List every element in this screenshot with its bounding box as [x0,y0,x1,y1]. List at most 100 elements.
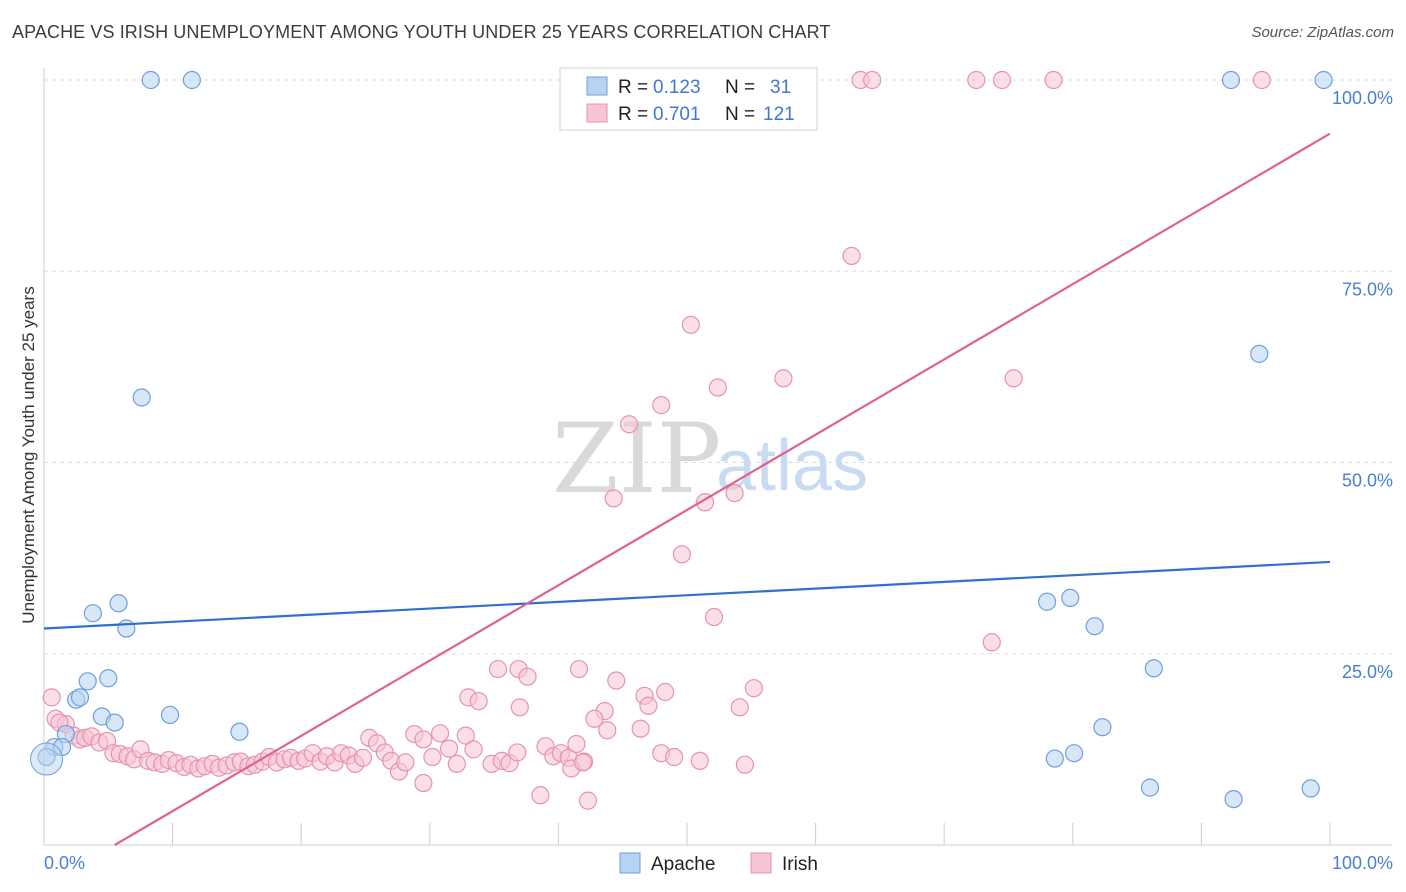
apache-point-3 [1314,70,1333,90]
irish-point-112 [573,753,592,772]
irish-point-91 [414,730,433,749]
irish-point-110 [531,786,550,805]
irish-point-38 [42,688,61,707]
irish-point-27 [607,671,626,690]
gridlines [44,79,1392,655]
apache-point-9 [1037,592,1057,611]
legend-swatch-apache [586,76,608,96]
irish-point-5 [863,70,882,90]
irish-point-15 [652,396,671,415]
irish-point-115 [665,747,684,767]
bottom-legend: Apache Irish [619,852,818,875]
apache-point-6 [83,604,102,623]
apache-point-25 [1093,718,1112,737]
apache-point-26 [1064,744,1084,763]
apache-point-28 [1140,778,1160,797]
trendlines [43,132,1331,846]
apache-point-19 [230,722,249,741]
apache-trendline [43,560,1331,630]
apache-point-1 [182,70,201,90]
irish-point-11 [681,315,700,334]
irish-point-12 [708,378,727,397]
apache-cluster-bubble [30,742,64,776]
irish-point-20 [672,545,691,564]
bottom-legend-swatch-irish [750,852,772,874]
irish-point-102 [508,743,527,762]
apache-point-12 [78,672,97,691]
y-axis-label: Unemployment Among Youth under 25 years [19,286,38,623]
apache-point-30 [1301,779,1320,798]
irish-point-19 [725,484,744,503]
irish-point-13 [774,369,793,388]
irish-point-32 [510,698,529,717]
x-tick-label-min: 0.0% [44,853,85,873]
legend-n-label-apache: N = [725,77,755,98]
irish-point-96 [456,726,475,745]
irish-point-26 [569,659,589,679]
apache-point-29 [1224,789,1243,809]
legend-box: R = 0.123 N = 31 R = 0.701 N = 121 [559,67,818,131]
apache-point-17 [105,713,124,732]
irish-point-97 [464,740,483,759]
irish-point-22 [982,633,1001,652]
irish-point-29 [744,679,763,698]
irish-point-94 [439,739,459,758]
irish-point-83 [353,748,373,767]
irish-point-23 [488,659,508,679]
apache-point-7 [109,594,128,613]
irish-point-117 [735,755,754,774]
irish-point-95 [447,754,466,774]
apache-point-2 [1221,70,1241,90]
tick-labels: 25.0% 50.0% 75.0% 100.0% 0.0% 100.0% [44,88,1393,873]
apache-point-11 [1085,617,1104,636]
legend-r-label-irish: R = [618,104,648,125]
irish-point-116 [690,751,709,770]
irish-point-89 [396,753,415,772]
apache-point-10 [1061,588,1080,608]
irish-point-8 [1044,70,1063,90]
irish-point-10 [842,246,861,266]
apache-point-18 [160,705,180,725]
apache-point-24 [1144,659,1163,678]
legend-swatch-irish [586,103,608,123]
irish-points [42,70,1271,810]
irish-point-107 [567,734,586,754]
x-tick-label-max: 100.0% [1332,853,1393,873]
y-tick-label-1: 50.0% [1342,471,1393,491]
apache-point-15 [70,688,90,707]
irish-point-25 [518,667,537,686]
axes [43,68,1392,846]
legend-r-value-irish: 0.701 [653,104,701,125]
apache-point-27 [1045,749,1064,768]
legend-n-label-irish: N = [725,104,755,125]
bottom-legend-label-irish: Irish [782,854,818,875]
bottom-legend-label-apache: Apache [651,854,715,875]
irish-point-113 [631,719,650,738]
irish-point-36 [730,698,749,717]
irish-point-92 [423,747,442,767]
irish-point-9 [1252,70,1271,90]
apache-points [30,70,1333,809]
apache-point-4 [132,388,151,407]
y-tick-label-3: 100.0% [1332,88,1393,108]
legend-r-label-apache: R = [618,77,648,98]
chart-title: APACHE VS IRISH UNEMPLOYMENT AMONG YOUTH… [12,22,831,42]
source-credit: Source: ZipAtlas.com [1251,24,1394,41]
y-tick-label-2: 75.0% [1342,279,1393,299]
irish-trendline [114,132,1331,846]
irish-point-6 [967,70,986,90]
apache-point-8 [117,619,136,638]
irish-point-17 [604,489,623,508]
apache-point-0 [141,70,160,90]
irish-point-35 [639,696,658,715]
irish-point-16 [620,415,639,434]
apache-point-13 [99,669,118,688]
irish-point-31 [469,692,488,711]
y-tick-label-0: 25.0% [1342,662,1393,682]
legend-r-value-apache: 0.123 [653,77,701,98]
irish-point-7 [992,70,1012,90]
irish-point-111 [578,791,598,810]
irish-point-118 [598,721,617,740]
irish-point-28 [656,682,675,702]
